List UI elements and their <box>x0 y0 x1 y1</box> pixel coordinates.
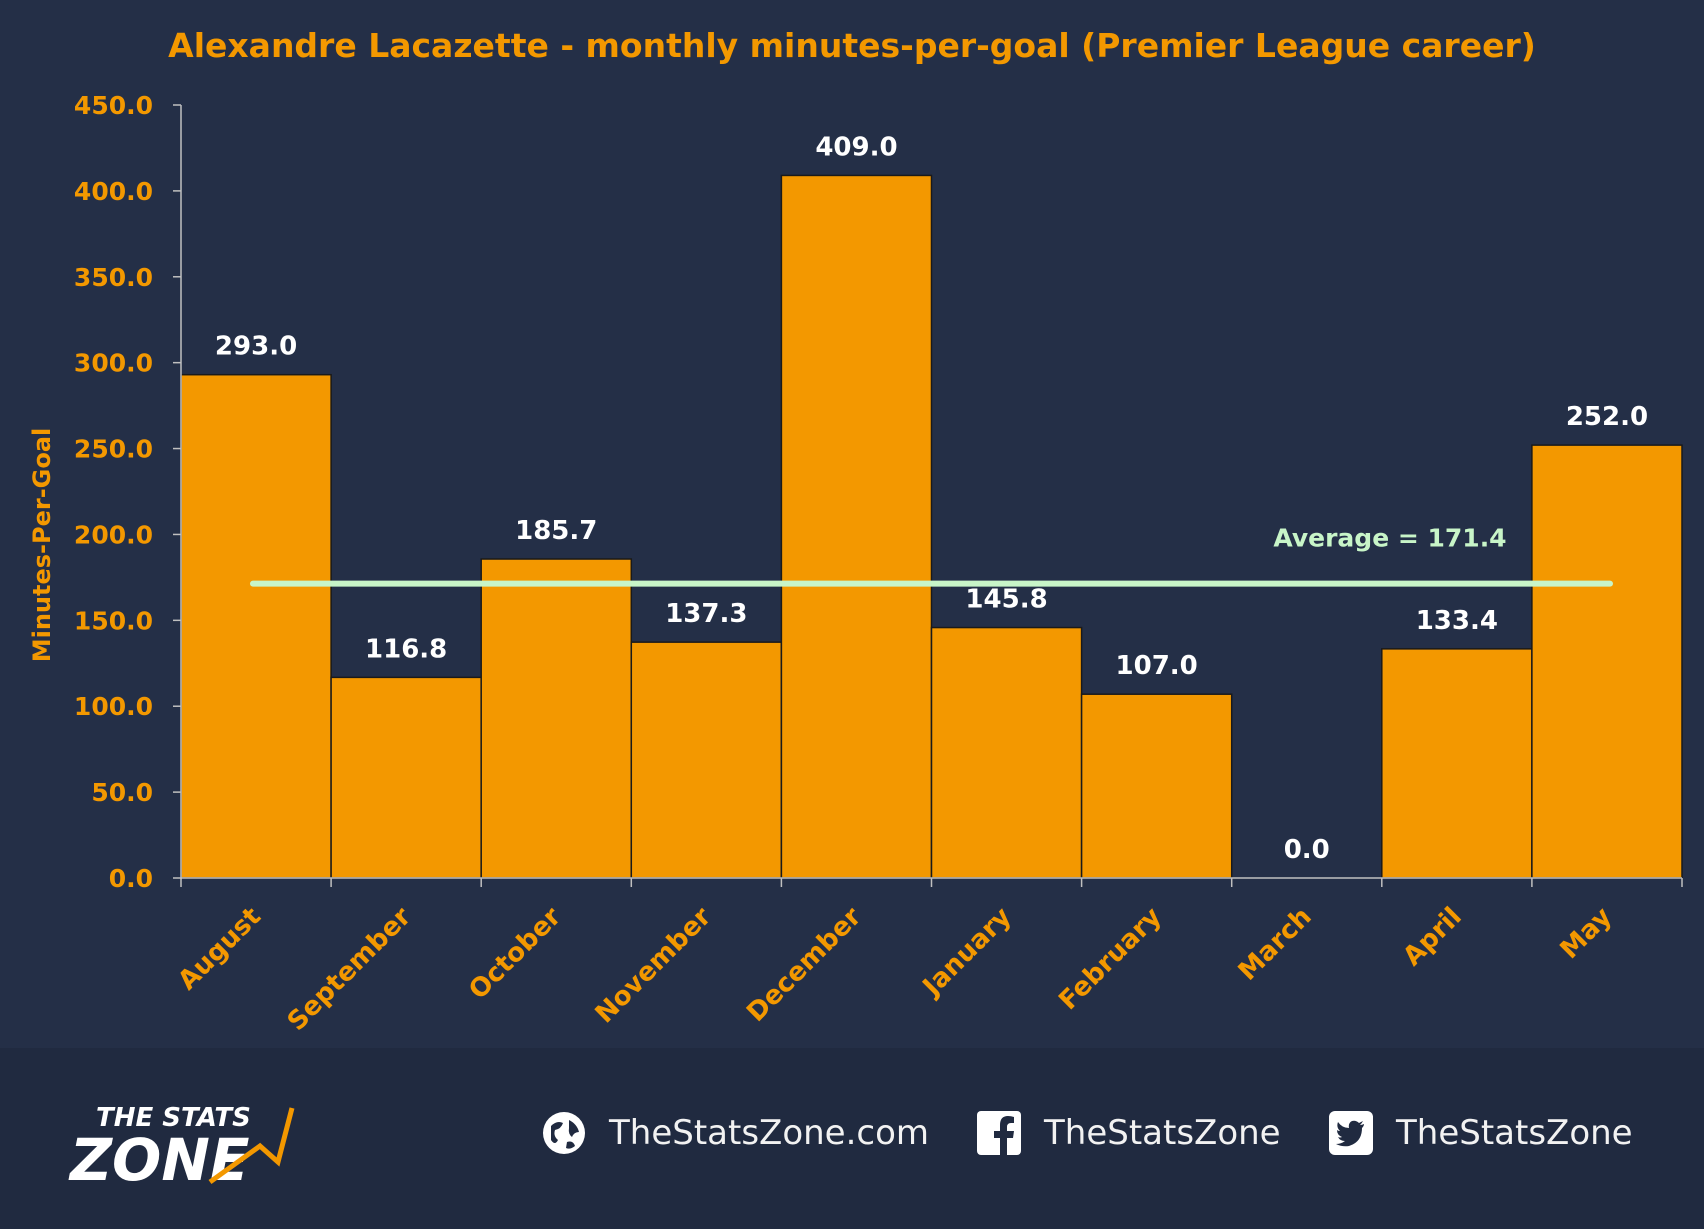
y-tick-label: 400.0 <box>74 177 153 206</box>
y-tick-label: 450.0 <box>74 91 153 120</box>
globe-icon <box>543 1112 585 1154</box>
facebook-icon <box>977 1111 1021 1155</box>
x-tick-label-august: August <box>172 902 267 997</box>
data-label-march: 0.0 <box>1284 835 1330 865</box>
footer: THE STATS ZONE TheStatsZone.com TheStats… <box>0 1048 1704 1229</box>
x-tick-label-september: September <box>282 902 417 1037</box>
logo-line2: ZONE <box>68 1126 250 1194</box>
twitter-icon <box>1329 1111 1373 1155</box>
bar-april <box>1381 648 1533 879</box>
y-tick-label: 200.0 <box>74 520 153 549</box>
chart-svg: Alexandre Lacazette - monthly minutes-pe… <box>28 26 1683 1037</box>
y-tick-label: 350.0 <box>74 263 153 292</box>
twitter-link[interactable]: TheStatsZone <box>1328 1110 1633 1156</box>
twitter-text: TheStatsZone <box>1396 1113 1633 1153</box>
average-label: Average = 171.4 <box>1273 524 1506 553</box>
x-tick-label-march: March <box>1233 902 1318 987</box>
x-tick-label-november: November <box>590 902 718 1030</box>
bar-january <box>930 626 1083 879</box>
data-label-october: 185.7 <box>515 516 597 546</box>
chart-area: Alexandre Lacazette - monthly minutes-pe… <box>28 26 1683 1037</box>
data-label-september: 116.8 <box>365 634 447 664</box>
bar-december <box>780 174 933 879</box>
website-text: TheStatsZone.com <box>609 1113 930 1153</box>
x-tick-label-february: February <box>1053 902 1167 1016</box>
y-tick-label: 100.0 <box>74 692 153 721</box>
x-tick-label-january: January <box>916 902 1018 1004</box>
bar-september <box>330 676 482 879</box>
bar-november <box>630 641 783 879</box>
y-tick-label: 50.0 <box>91 778 153 807</box>
data-label-august: 293.0 <box>215 332 297 362</box>
y-tick-label: 300.0 <box>74 349 153 378</box>
x-tick-label-may: May <box>1555 902 1618 965</box>
data-label-april: 133.4 <box>1416 606 1498 636</box>
bar-october <box>480 558 633 879</box>
logo-swoosh-icon <box>208 1107 295 1185</box>
x-tick-label-october: October <box>463 902 567 1006</box>
bar-february <box>1080 693 1233 879</box>
y-tick-label: 250.0 <box>74 435 153 464</box>
data-label-january: 145.8 <box>965 585 1047 615</box>
facebook-text: TheStatsZone <box>1044 1113 1281 1153</box>
chart-title: Alexandre Lacazette - monthly minutes-pe… <box>168 26 1536 65</box>
data-label-december: 409.0 <box>815 132 897 162</box>
bar-august <box>180 373 332 879</box>
y-tick-label: 0.0 <box>109 864 153 893</box>
x-tick-label-december: December <box>741 902 867 1028</box>
website-link[interactable]: TheStatsZone.com <box>541 1110 929 1156</box>
data-label-february: 107.0 <box>1116 651 1198 681</box>
stats-zone-logo: THE STATS ZONE <box>68 1103 295 1194</box>
y-tick-label: 150.0 <box>74 606 153 635</box>
x-tick-label-april: April <box>1398 902 1468 972</box>
logo-line1: THE STATS <box>96 1103 251 1133</box>
data-label-november: 137.3 <box>665 599 747 629</box>
facebook-link[interactable]: TheStatsZone <box>976 1110 1281 1156</box>
data-label-may: 252.0 <box>1566 402 1648 432</box>
y-axis-label: Minutes-Per-Goal <box>28 428 56 663</box>
bar-may <box>1531 444 1683 879</box>
